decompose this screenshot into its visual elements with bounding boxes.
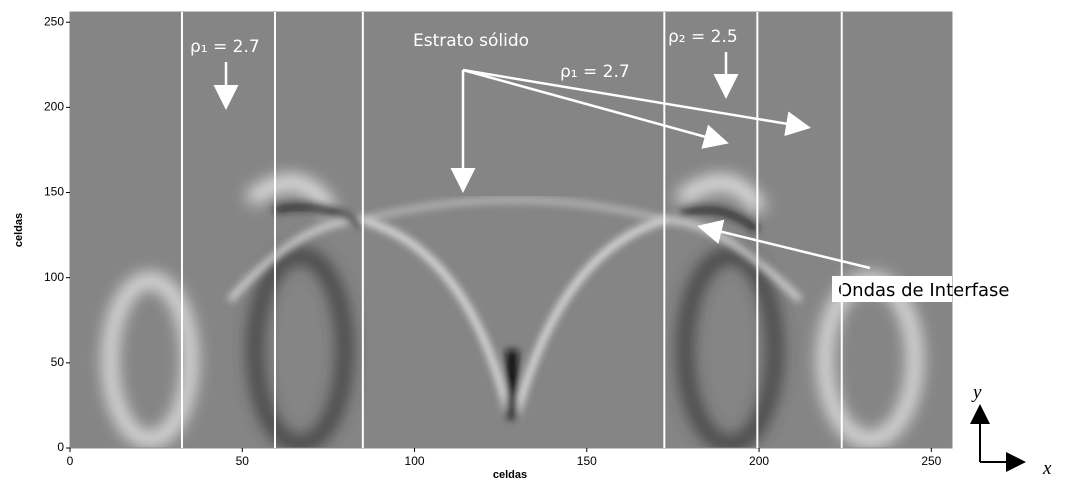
y-tick-label: 200 — [44, 100, 64, 114]
y-tick-label: 50 — [51, 355, 65, 369]
plot-frame — [69, 11, 953, 449]
annotation: Estrato sólido — [413, 31, 529, 51]
annotation: ρ₂ = 2.5 — [668, 27, 738, 47]
x-tick-label: 150 — [577, 454, 597, 468]
y-tick-label: 0 — [57, 440, 64, 454]
annotation: ρ₁ = 2.7 — [560, 62, 630, 82]
x-tick-label: 200 — [749, 454, 769, 468]
y-tick-label: 250 — [44, 14, 64, 28]
y-tick-label: 150 — [44, 185, 64, 199]
x-axis-label: celdas — [493, 469, 527, 481]
x-tick-label: 250 — [921, 454, 941, 468]
axis-symbol: y — [971, 382, 982, 403]
y-tick-label: 100 — [44, 270, 64, 284]
x-tick-label: 0 — [67, 454, 74, 468]
annotation: ρ₁ = 2.7 — [190, 37, 260, 57]
x-tick-label: 50 — [236, 454, 250, 468]
annotation: Ondas de Interfase — [838, 280, 1009, 301]
label-background — [832, 276, 952, 302]
axes-symbol — [970, 404, 1026, 472]
x-tick-label: 100 — [405, 454, 425, 468]
axis-symbol: x — [1042, 458, 1052, 479]
y-axis-label: celdas — [13, 213, 25, 247]
